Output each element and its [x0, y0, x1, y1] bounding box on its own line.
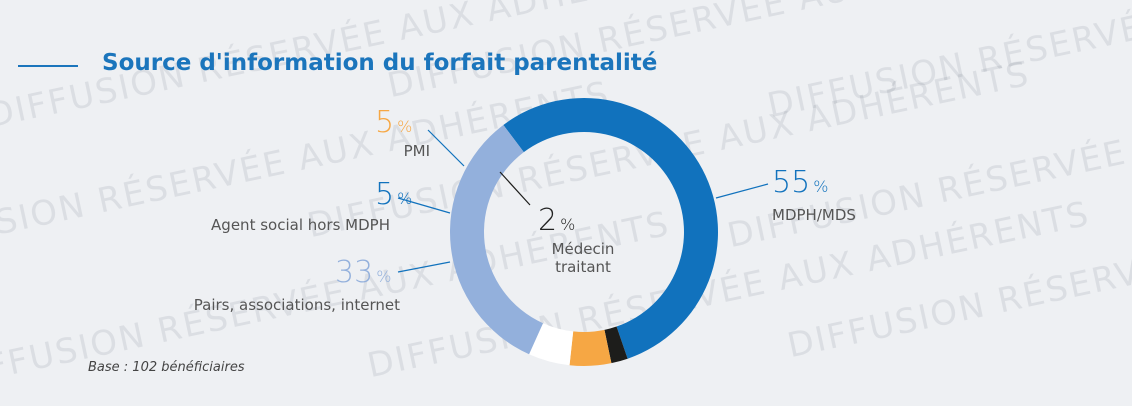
chart-title: Source d'information du forfait parental…: [102, 50, 658, 76]
value-label: 5%: [375, 108, 412, 142]
value-number: 5: [375, 105, 395, 140]
category-label: Agent social hors MDPH: [211, 216, 390, 234]
donut-segment: [450, 124, 544, 355]
leader-line: [499, 171, 531, 206]
value-unit: %: [397, 117, 413, 136]
category-label: Pairs, associations, internet: [193, 296, 400, 314]
category-label: Médecin traitant: [551, 240, 615, 276]
note: Base : 102 bénéficiaires: [88, 360, 245, 375]
donut-segment: [529, 323, 574, 366]
value-label: 33%: [335, 258, 391, 292]
value-unit: %: [813, 177, 829, 196]
value-number: 5: [375, 177, 395, 212]
donut-segment: [604, 326, 628, 364]
leader-line: [715, 183, 769, 199]
leader-line: [397, 261, 451, 273]
value-number: 33: [335, 255, 374, 290]
value-unit: %: [376, 267, 392, 286]
value-unit: %: [560, 215, 576, 234]
value-number: 2: [538, 203, 558, 238]
category-label: PMI: [403, 142, 430, 160]
leader-line: [427, 129, 465, 167]
value-label: 2%: [538, 206, 575, 240]
category-label: MDPH/MDS: [772, 206, 856, 224]
value-unit: %: [397, 189, 413, 208]
donut-segment: [569, 329, 612, 367]
value-label: 5%: [375, 180, 412, 214]
value-label: 55%: [772, 168, 828, 202]
value-number: 55: [772, 165, 811, 200]
leader-line: [397, 197, 451, 214]
donut-segment: [503, 97, 719, 359]
